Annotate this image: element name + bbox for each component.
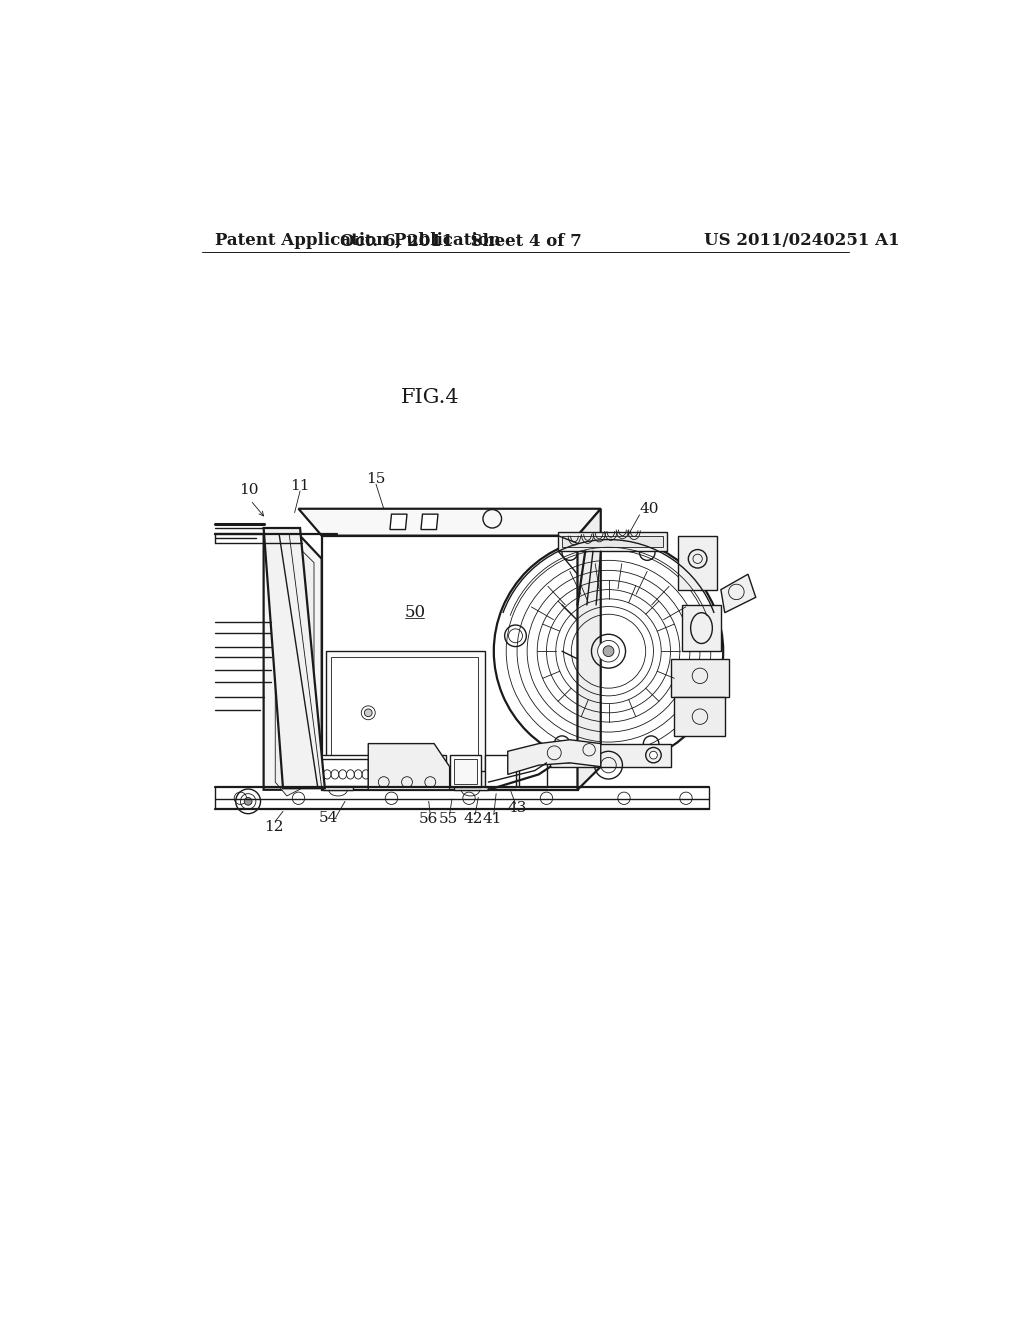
Polygon shape [519, 755, 547, 788]
Polygon shape [421, 515, 438, 529]
Text: Patent Application Publication: Patent Application Publication [215, 232, 501, 249]
Text: 11: 11 [290, 479, 310, 492]
Polygon shape [302, 759, 369, 785]
Text: 40: 40 [640, 502, 659, 516]
Polygon shape [411, 755, 445, 788]
Text: 55: 55 [438, 812, 458, 826]
Polygon shape [369, 743, 450, 789]
Polygon shape [322, 536, 578, 789]
Polygon shape [454, 759, 477, 784]
Polygon shape [263, 528, 325, 788]
Text: 42: 42 [464, 812, 483, 826]
Text: 41: 41 [482, 812, 502, 826]
Polygon shape [331, 657, 478, 768]
Circle shape [564, 751, 572, 759]
Circle shape [617, 792, 630, 804]
Circle shape [385, 792, 397, 804]
Circle shape [598, 640, 620, 663]
Polygon shape [299, 508, 601, 536]
Polygon shape [550, 743, 671, 767]
Polygon shape [390, 515, 407, 529]
Circle shape [292, 792, 305, 804]
Polygon shape [324, 771, 352, 789]
Circle shape [649, 751, 657, 759]
Polygon shape [299, 755, 372, 788]
Polygon shape [263, 535, 322, 789]
Polygon shape [326, 651, 484, 775]
Polygon shape [484, 755, 515, 788]
Polygon shape [675, 697, 725, 737]
Circle shape [463, 792, 475, 804]
Polygon shape [678, 536, 717, 590]
Circle shape [603, 645, 614, 656]
Circle shape [234, 792, 247, 804]
Polygon shape [415, 759, 442, 784]
Text: Oct. 6, 2011   Sheet 4 of 7: Oct. 6, 2011 Sheet 4 of 7 [340, 232, 582, 249]
Polygon shape [454, 771, 488, 789]
Text: 54: 54 [318, 810, 338, 825]
Circle shape [680, 792, 692, 804]
Circle shape [365, 709, 372, 717]
Text: 15: 15 [367, 471, 386, 486]
Polygon shape [578, 508, 601, 789]
Polygon shape [275, 544, 314, 796]
Polygon shape [558, 532, 667, 552]
Polygon shape [721, 574, 756, 612]
Text: US 2011/0240251 A1: US 2011/0240251 A1 [705, 232, 900, 249]
Polygon shape [671, 659, 729, 697]
Polygon shape [562, 536, 663, 548]
Text: 43: 43 [507, 801, 526, 816]
Text: 50: 50 [404, 605, 425, 622]
Polygon shape [682, 605, 721, 651]
Text: 56: 56 [419, 812, 438, 826]
Text: 12: 12 [264, 820, 284, 834]
Text: FIG.4: FIG.4 [401, 388, 460, 407]
Text: 10: 10 [239, 483, 258, 496]
Circle shape [245, 797, 252, 805]
Circle shape [541, 792, 553, 804]
Polygon shape [450, 755, 480, 788]
Polygon shape [508, 739, 601, 775]
